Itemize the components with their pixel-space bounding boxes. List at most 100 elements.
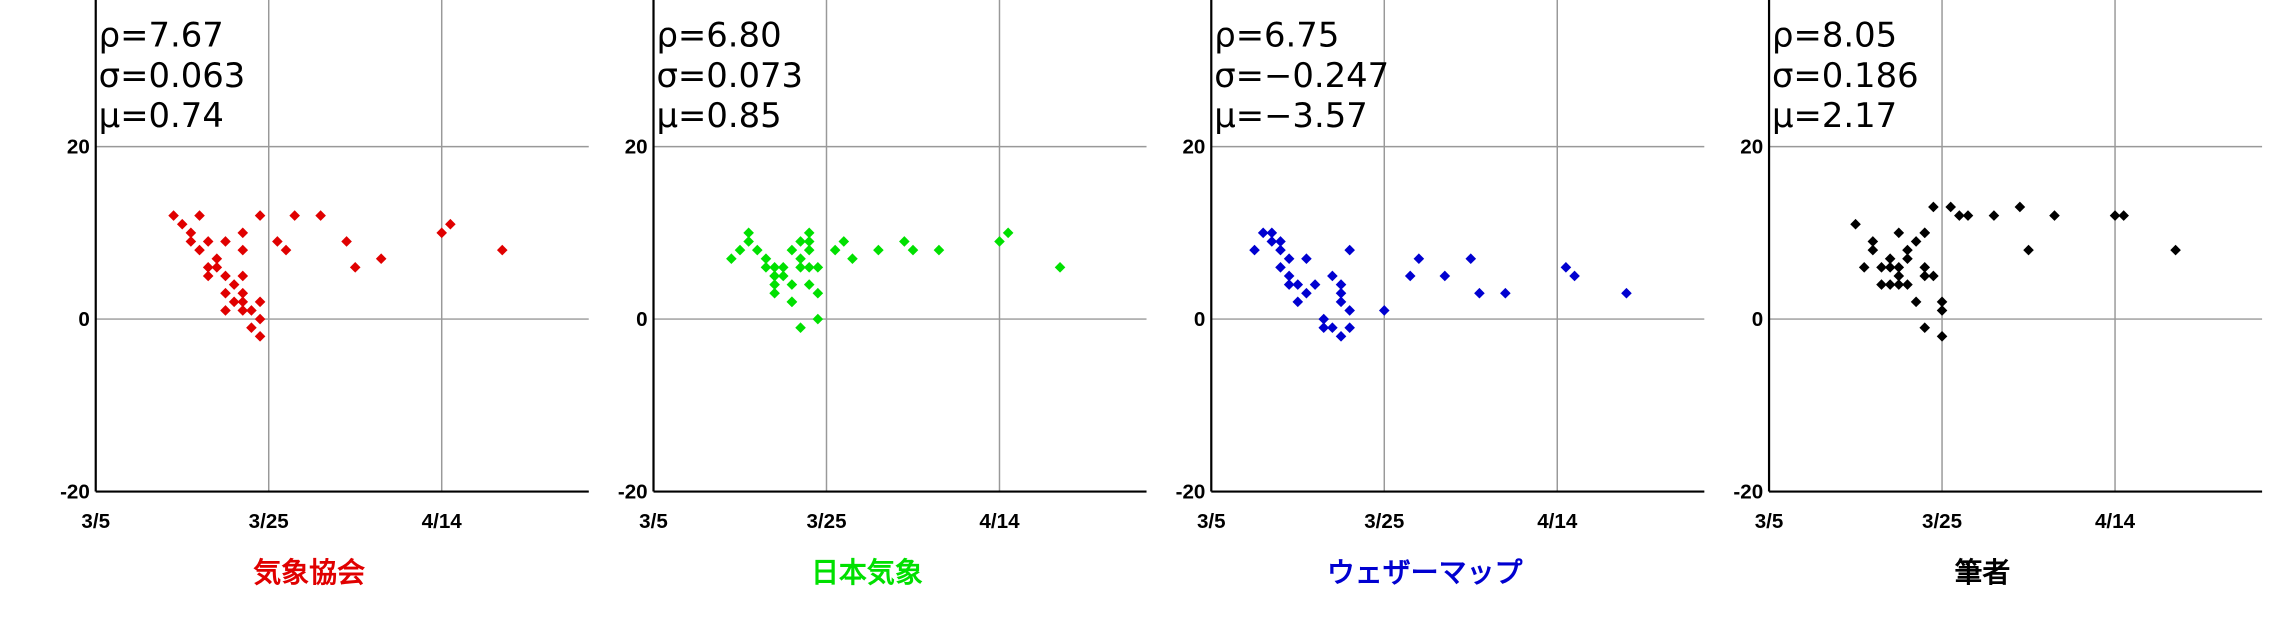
point xyxy=(202,270,214,282)
point xyxy=(445,218,456,230)
point xyxy=(2014,201,2026,213)
point xyxy=(194,244,205,256)
point xyxy=(246,322,257,333)
point xyxy=(994,236,1005,247)
x-tick-label: 3/5 xyxy=(81,510,110,533)
point xyxy=(1283,253,1295,265)
point xyxy=(1893,227,1905,239)
point xyxy=(1301,287,1312,299)
stat-annotation: σ=0.063 xyxy=(99,56,246,95)
point xyxy=(786,279,798,290)
point xyxy=(228,296,240,308)
point xyxy=(254,331,266,342)
point xyxy=(907,244,919,256)
y-tick-label: 0 xyxy=(636,308,647,331)
point xyxy=(1936,331,1948,342)
point xyxy=(1962,210,1974,221)
point xyxy=(1560,262,1572,273)
point xyxy=(1275,262,1286,273)
point xyxy=(1301,253,1312,265)
point xyxy=(1335,296,1347,308)
point xyxy=(1465,253,1477,265)
point xyxy=(246,305,257,316)
stat-annotation: μ=2.17 xyxy=(1772,96,1897,135)
point xyxy=(289,210,300,221)
point xyxy=(1936,296,1948,308)
point xyxy=(211,262,223,273)
point xyxy=(228,279,240,290)
point xyxy=(237,270,249,282)
point xyxy=(315,210,326,221)
point xyxy=(1867,244,1879,256)
point xyxy=(2109,210,2121,221)
point xyxy=(254,296,266,308)
point xyxy=(803,279,815,290)
y-tick-label: 0 xyxy=(78,308,89,331)
point xyxy=(760,253,772,265)
point xyxy=(1439,270,1451,282)
point xyxy=(1902,279,1913,290)
point xyxy=(2049,210,2060,221)
point xyxy=(1054,262,1066,273)
point xyxy=(803,244,815,256)
point xyxy=(185,227,197,239)
y-tick-label: -20 xyxy=(60,480,90,503)
point xyxy=(795,236,806,247)
point xyxy=(1867,236,1879,247)
point xyxy=(1275,244,1286,256)
point xyxy=(220,236,231,247)
x-tick-label: 4/14 xyxy=(1537,510,1578,533)
point xyxy=(202,236,214,247)
point xyxy=(1404,270,1416,282)
point xyxy=(1500,287,1511,299)
stat-annotation: μ=0.74 xyxy=(99,96,224,135)
y-tick-label: 0 xyxy=(1194,308,1205,331)
point xyxy=(220,287,231,299)
point xyxy=(1344,322,1355,333)
y-tick-label: 0 xyxy=(1752,308,1763,331)
point xyxy=(777,270,789,282)
x-tick-label: 3/25 xyxy=(806,510,846,533)
point xyxy=(1292,296,1304,308)
point xyxy=(280,244,292,256)
point xyxy=(786,296,798,308)
point xyxy=(2023,244,2034,256)
point xyxy=(1283,270,1295,282)
point xyxy=(1309,279,1321,290)
point xyxy=(1919,322,1931,333)
chart-title: 日本気象 xyxy=(811,556,923,589)
point xyxy=(2118,210,2129,221)
point xyxy=(254,313,266,325)
point xyxy=(211,253,223,265)
point xyxy=(1283,279,1295,290)
point xyxy=(769,279,780,290)
point xyxy=(1988,210,2000,221)
point xyxy=(769,287,780,299)
point xyxy=(496,244,508,256)
point xyxy=(1936,305,1948,316)
point xyxy=(1002,227,1014,239)
point xyxy=(1621,287,1632,299)
stat-annotation: ρ=7.67 xyxy=(99,15,224,54)
point xyxy=(1335,331,1347,342)
point xyxy=(899,236,910,247)
point xyxy=(185,236,197,247)
point xyxy=(838,236,850,247)
point xyxy=(803,236,815,247)
stat-annotation: σ=−0.247 xyxy=(1214,56,1389,95)
point xyxy=(1945,201,1956,213)
point xyxy=(812,313,824,325)
point xyxy=(1266,236,1278,247)
point xyxy=(1292,279,1304,290)
point xyxy=(1266,227,1278,239)
chart-title: ウェザーマップ xyxy=(1327,556,1523,589)
y-tick-label: 20 xyxy=(67,136,90,159)
point xyxy=(1893,270,1905,282)
point xyxy=(176,218,188,230)
point xyxy=(1928,270,1939,282)
point xyxy=(1954,210,1965,221)
point xyxy=(349,262,361,273)
point xyxy=(254,210,266,221)
x-tick-label: 3/25 xyxy=(249,510,289,533)
